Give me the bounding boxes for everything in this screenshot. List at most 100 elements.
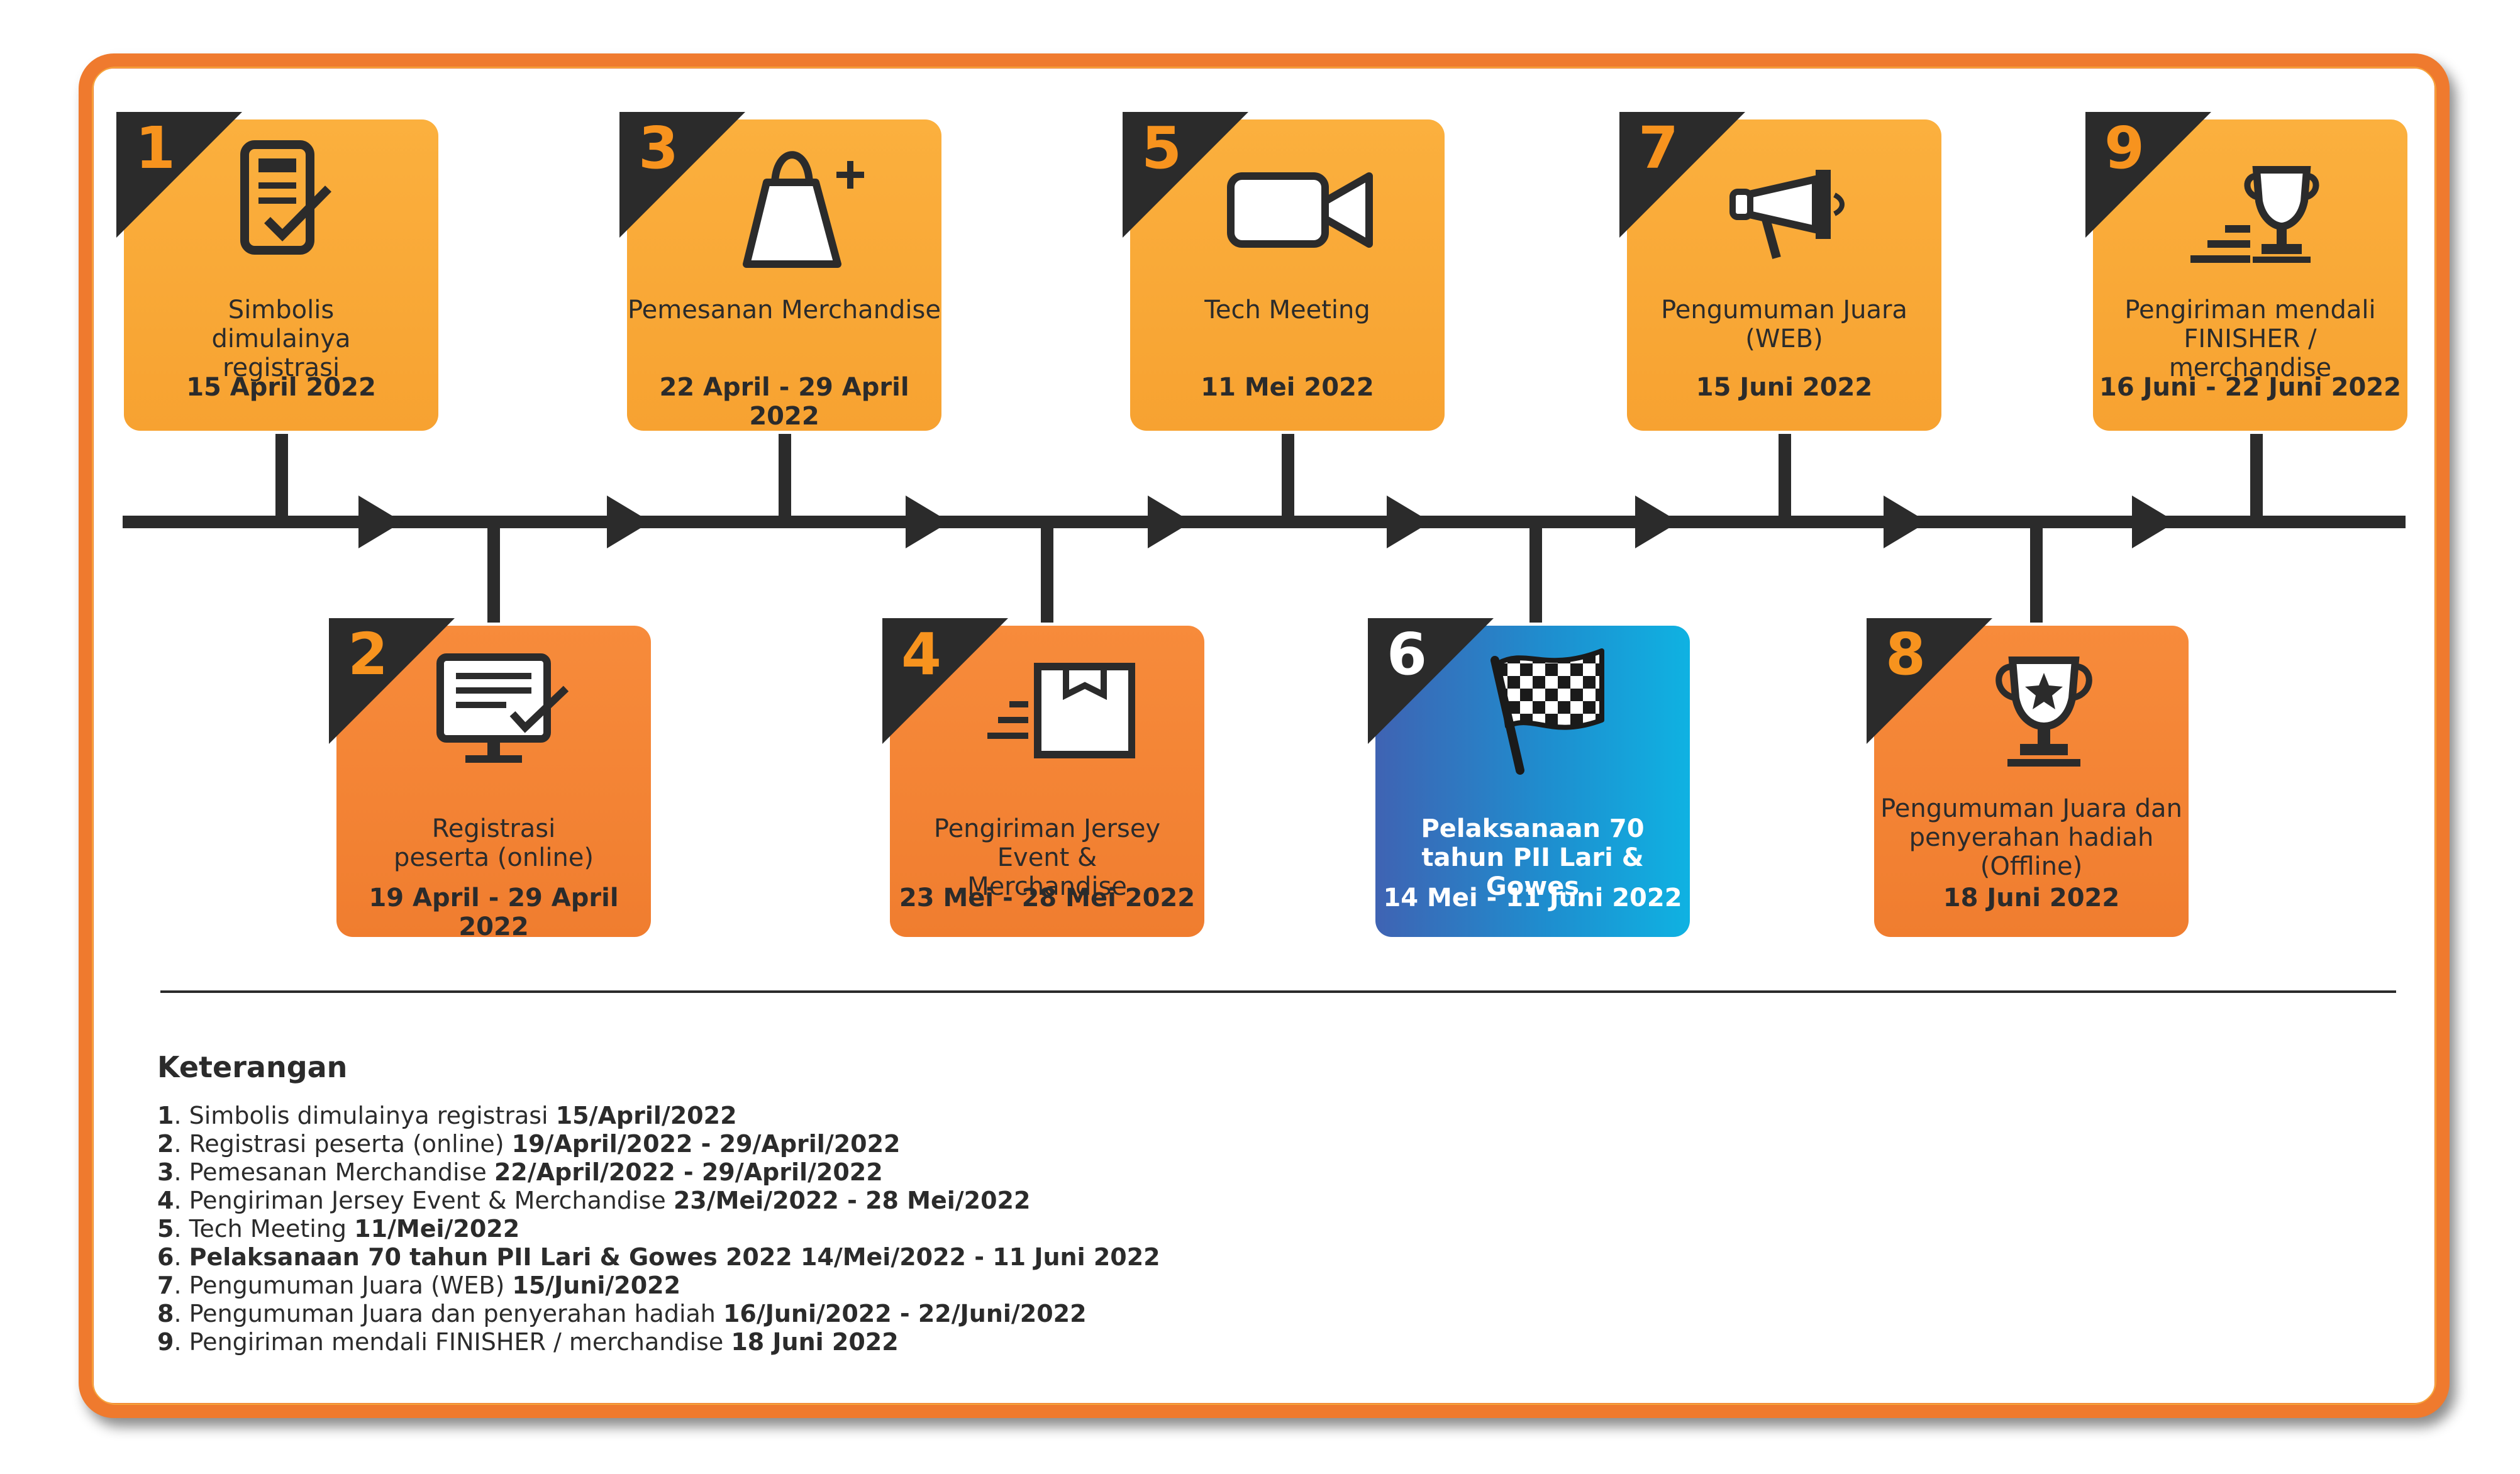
arrow-1 — [358, 496, 402, 548]
legend-item-number: 8 — [157, 1300, 174, 1327]
number-corner — [619, 112, 745, 238]
milestone-card-9: 9 Pengiriman mendali FINISHER / merchand… — [2085, 112, 2407, 431]
video-camera-icon — [1227, 172, 1373, 248]
arrow-8 — [2132, 496, 2176, 548]
legend-item-number: 7 — [157, 1272, 174, 1299]
fast-trophy-icon — [2190, 166, 2319, 263]
arrow-6 — [1635, 496, 1679, 548]
inner-frame — [92, 67, 2436, 1405]
milestone-number: 5 — [1141, 114, 1182, 182]
legend-item: 3. Pemesanan Merchandise 22/April/2022 -… — [157, 1158, 883, 1186]
arrow-4 — [1148, 496, 1192, 548]
legend-item-date: 18 Juni 2022 — [731, 1328, 899, 1356]
legend-item: 7. Pengumuman Juara (WEB) 15/Juni/2022 — [157, 1272, 681, 1299]
connector-2 — [487, 522, 500, 623]
timeline-line — [123, 516, 2406, 528]
milestone-date: 15 April 2022 — [186, 373, 376, 402]
registration-document-icon — [240, 140, 331, 255]
checkered-flag-icon — [1490, 648, 1604, 775]
legend-item-date: 19/April/2022 - 29/April/2022 — [511, 1130, 901, 1158]
legend-item-number: 2 — [157, 1130, 174, 1158]
milestone-date: 15 Juni 2022 — [1696, 373, 1873, 402]
connector-3 — [779, 434, 791, 522]
milestone-date: 16 Juni - 22 Juni 2022 — [2099, 373, 2401, 402]
number-corner — [116, 112, 242, 238]
milestone-card-2: 2 Registrasi peserta (online) 19 April -… — [329, 618, 651, 941]
shopping-bag-plus-icon — [743, 151, 864, 268]
legend-item-number: 6 — [157, 1243, 174, 1271]
milestone-title: Pemesanan Merchandise — [627, 296, 941, 324]
timeline-connectors — [275, 434, 2263, 623]
milestone-card-1: 1 Simbolis dimulainya registrasi 15 Apri… — [116, 112, 438, 431]
milestone-title: Pengiriman Jersey Event & Merchandise — [933, 814, 1161, 901]
milestone-number: 7 — [1638, 114, 1679, 182]
legend-item-date: Pelaksanaan 70 tahun PII Lari & Gowes 20… — [189, 1243, 1160, 1271]
legend-item-date: 15/April/2022 — [555, 1102, 737, 1129]
connector-6 — [1529, 522, 1542, 623]
legend-item-text: Registrasi peserta (online) — [189, 1130, 504, 1158]
legend-item-text: Pengiriman mendali FINISHER / merchandis… — [189, 1328, 724, 1356]
delivery-box-icon — [987, 663, 1135, 758]
number-corner — [1619, 112, 1745, 238]
legend-title: Keterangan — [157, 1050, 348, 1084]
legend-item-date: 15/Juni/2022 — [512, 1272, 681, 1299]
legend-item-text: Tech Meeting — [189, 1215, 347, 1243]
milestone-title: Tech Meeting — [1204, 296, 1370, 324]
legend-item-text: Pengiriman Jersey Event & Merchandise — [189, 1187, 666, 1214]
connector-1 — [275, 434, 288, 522]
milestone-number: 6 — [1387, 621, 1428, 688]
milestone-title: Pelaksanaan 70 tahun PII Lari & Gowes — [1421, 814, 1645, 901]
number-corner — [1867, 618, 1992, 744]
legend-item-text: Simbolis dimulainya registrasi — [189, 1102, 548, 1129]
milestone-number: 8 — [1885, 621, 1926, 688]
connector-4 — [1041, 522, 1053, 623]
milestone-card-4: 4 Pengiriman Jersey Event & Merchandise … — [882, 618, 1204, 937]
legend-item: 5. Tech Meeting 11/Mei/2022 — [157, 1215, 520, 1243]
legend-item: 6. Pelaksanaan 70 tahun PII Lari & Gowes… — [157, 1243, 1160, 1271]
milestone-title: Simbolis dimulainya registrasi — [211, 296, 351, 382]
timeline-arrows — [358, 496, 2176, 548]
legend-item-date: 22/April/2022 - 29/April/2022 — [494, 1158, 883, 1186]
legend-item-number: 9 — [157, 1328, 174, 1356]
arrow-5 — [1387, 496, 1431, 548]
legend-item: 2. Registrasi peserta (online) 19/April/… — [157, 1130, 901, 1158]
legend-item-date: 11/Mei/2022 — [354, 1215, 520, 1243]
milestone-card-3: 3 Pemesanan Merchandise 22 April - 29 Ap… — [619, 112, 941, 431]
milestone-card-5: 5 Tech Meeting 11 Mei 2022 — [1123, 112, 1445, 431]
milestone-title: Registrasi peserta (online) — [393, 814, 594, 872]
legend-item: 8. Pengumuman Juara dan penyerahan hadia… — [157, 1300, 1087, 1327]
milestone-title: Pengiriman mendali FINISHER / merchandis… — [2124, 296, 2376, 382]
legend-item-number: 5 — [157, 1215, 174, 1243]
connector-8 — [2030, 522, 2043, 623]
milestone-date: 18 Juni 2022 — [1943, 884, 2120, 912]
connector-7 — [1779, 434, 1791, 522]
number-corner — [882, 618, 1008, 744]
legend-item-number: 1 — [157, 1102, 174, 1129]
legend-item-number: 4 — [157, 1187, 174, 1214]
legend-item-text: Pengumuman Juara dan penyerahan hadiah — [189, 1300, 716, 1327]
connector-5 — [1282, 434, 1294, 522]
milestone-card-7: 7 Pengumuman Juara (WEB) 15 Juni 2022 — [1619, 112, 1941, 431]
legend-item-date: 16/Juni/2022 - 22/Juni/2022 — [723, 1300, 1087, 1327]
milestone-card-8: 8 Pengumuman Juara dan penyerahan hadiah… — [1867, 618, 2189, 937]
legend-item-number: 3 — [157, 1158, 174, 1186]
legend-list: 1. Simbolis dimulainya registrasi 15/Apr… — [157, 1102, 1160, 1356]
milestone-card-6: 6 Pelaksanaan 70 tahun PII Lari & Gowes … — [1368, 618, 1690, 937]
connector-9 — [2250, 434, 2263, 522]
milestone-date: 11 Mei 2022 — [1201, 373, 1374, 402]
milestone-number: 3 — [638, 114, 679, 182]
milestone-date: 22 April - 29 April 2022 — [659, 373, 909, 431]
milestone-title: Pengumuman Juara (WEB) — [1661, 296, 1907, 353]
milestone-number: 4 — [901, 621, 942, 688]
number-corner — [2085, 112, 2211, 238]
milestone-date: 14 Mei - 11 Juni 2022 — [1383, 884, 1682, 912]
megaphone-icon — [1729, 170, 1845, 259]
arrow-3 — [906, 496, 950, 548]
legend-item-text: Pengumuman Juara (WEB) — [189, 1272, 505, 1299]
milestone-number: 2 — [348, 621, 389, 688]
arrow-2 — [607, 496, 651, 548]
number-corner — [329, 618, 455, 744]
milestone-number: 1 — [135, 114, 176, 182]
milestone-number: 9 — [2104, 114, 2145, 182]
